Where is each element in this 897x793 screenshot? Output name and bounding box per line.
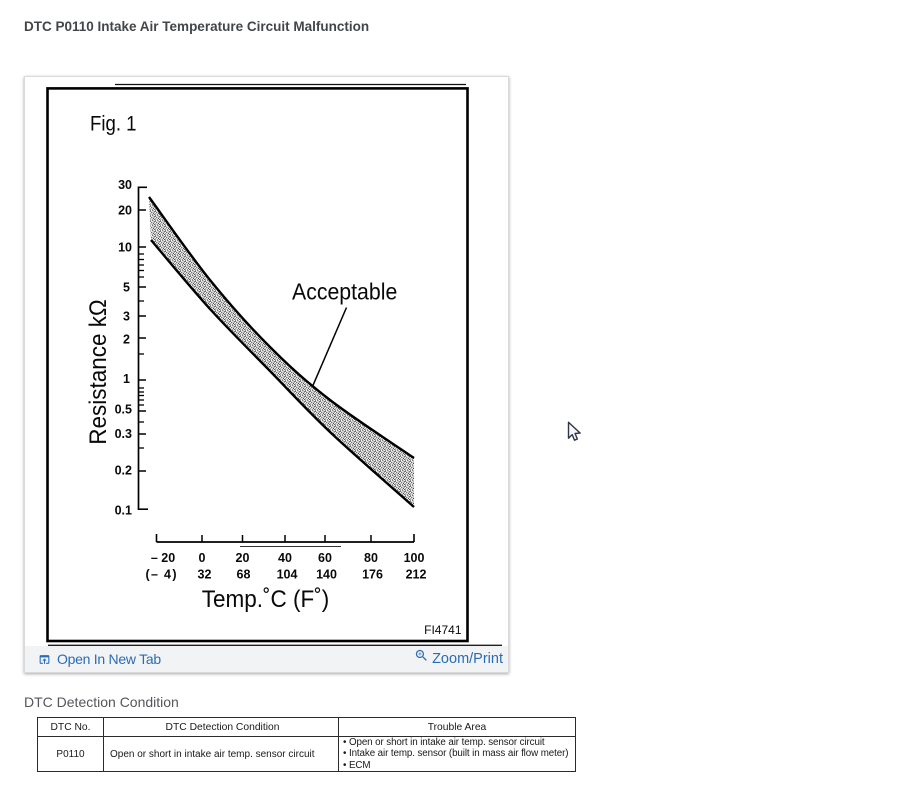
svg-text:Temp.˚C (F˚): Temp.˚C (F˚) bbox=[202, 586, 330, 613]
svg-text:0: 0 bbox=[199, 551, 206, 565]
svg-text:0.2: 0.2 bbox=[115, 464, 132, 478]
svg-text:5: 5 bbox=[123, 281, 130, 295]
svg-text:0.5: 0.5 bbox=[115, 403, 132, 417]
svg-text:32: 32 bbox=[198, 568, 212, 582]
svg-text:(– 4): (– 4) bbox=[146, 568, 177, 582]
svg-text:3: 3 bbox=[123, 310, 130, 324]
svg-text:20: 20 bbox=[118, 204, 132, 218]
svg-text:10: 10 bbox=[118, 241, 132, 255]
svg-text:30: 30 bbox=[118, 178, 132, 192]
svg-text:100: 100 bbox=[404, 551, 425, 565]
svg-text:212: 212 bbox=[406, 568, 427, 582]
svg-text:0.1: 0.1 bbox=[115, 504, 132, 518]
svg-text:Fig. 1: Fig. 1 bbox=[90, 112, 137, 136]
svg-text:– 20: – 20 bbox=[151, 551, 175, 565]
svg-text:20: 20 bbox=[236, 551, 250, 565]
svg-text:0.3: 0.3 bbox=[115, 427, 132, 441]
svg-text:Acceptable: Acceptable bbox=[292, 278, 397, 304]
svg-text:140: 140 bbox=[316, 568, 337, 582]
svg-text:176: 176 bbox=[362, 568, 383, 582]
svg-text:FI4741: FI4741 bbox=[424, 623, 462, 637]
svg-text:2: 2 bbox=[123, 333, 130, 347]
svg-text:40: 40 bbox=[278, 551, 292, 565]
svg-text:60: 60 bbox=[318, 551, 332, 565]
svg-text:104: 104 bbox=[277, 568, 298, 582]
svg-text:80: 80 bbox=[364, 551, 378, 565]
svg-text:Resistance kΩ: Resistance kΩ bbox=[85, 299, 112, 445]
svg-text:68: 68 bbox=[237, 568, 251, 582]
svg-text:1: 1 bbox=[123, 372, 130, 386]
